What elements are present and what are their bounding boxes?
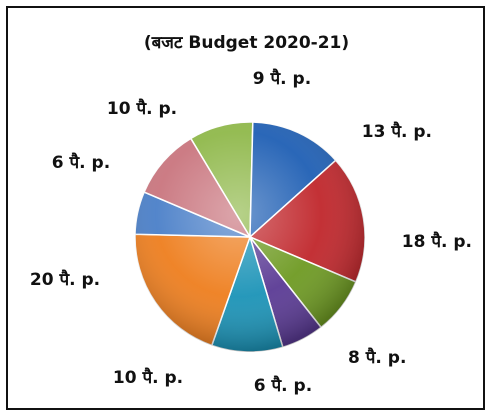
slice-label: 10 पै. p. bbox=[107, 98, 177, 119]
slice-label: 10 पै. p. bbox=[113, 367, 183, 388]
slice-label: 20 पै. p. bbox=[30, 269, 100, 290]
slice-label: 13 पै. p. bbox=[362, 121, 432, 142]
chart-title: (बजट Budget 2020-21) bbox=[143, 33, 350, 53]
slice-label: 9 पै. p. bbox=[253, 68, 311, 89]
slice-label: 8 पै. p. bbox=[348, 347, 406, 368]
slice-label: 6 पै. p. bbox=[52, 152, 110, 173]
slice-label: 18 पै. p. bbox=[402, 231, 472, 252]
slice-label: 6 पै. p. bbox=[254, 375, 312, 396]
